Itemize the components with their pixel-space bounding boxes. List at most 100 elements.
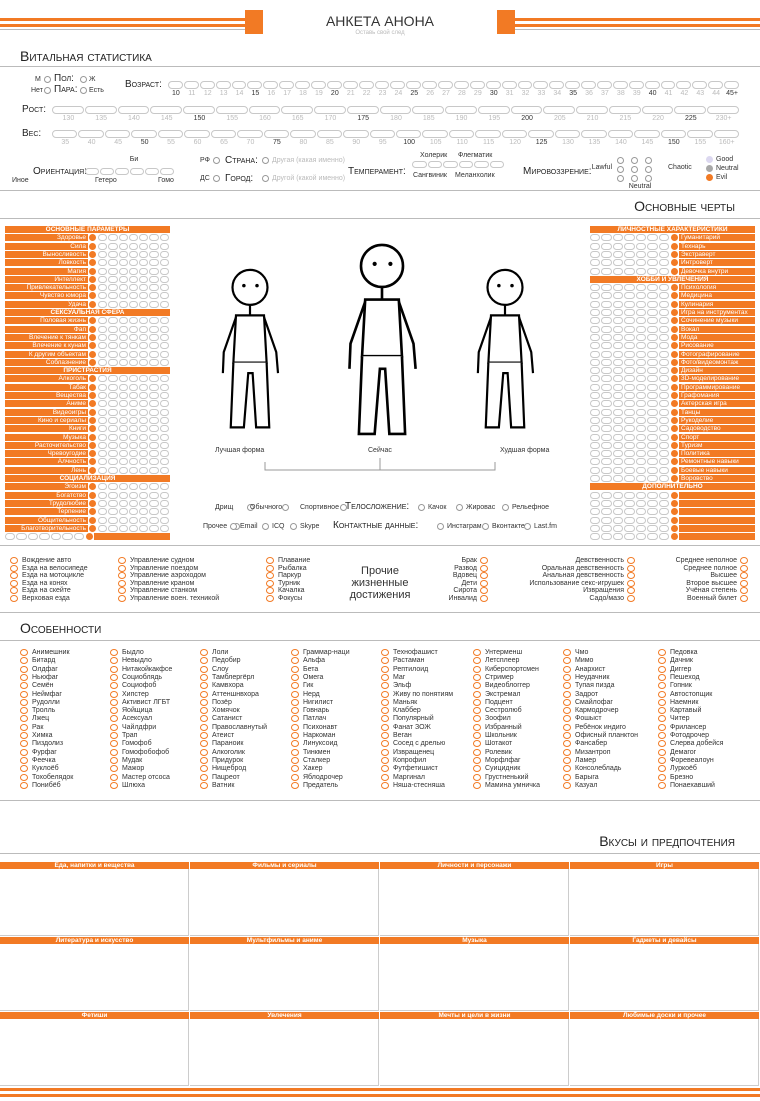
label: Алкоголик bbox=[212, 748, 245, 756]
scale-cell bbox=[601, 267, 612, 275]
label: Пара: bbox=[54, 84, 78, 95]
scale-cell bbox=[590, 292, 601, 300]
feature-icon bbox=[563, 756, 571, 764]
label: Инвалид bbox=[448, 595, 477, 602]
trait-icon bbox=[671, 491, 678, 499]
scale-cell bbox=[128, 483, 139, 491]
scale-cell bbox=[98, 234, 108, 242]
feature-icon bbox=[110, 649, 118, 656]
scale-tick: 14 bbox=[235, 90, 244, 97]
scale-cell bbox=[139, 292, 149, 300]
scale-cell bbox=[149, 259, 159, 267]
scale-tick: 17 bbox=[283, 90, 292, 97]
scale-cell bbox=[149, 325, 159, 333]
scale-cell bbox=[658, 325, 669, 333]
option-circle bbox=[262, 157, 269, 164]
trait-icon bbox=[671, 383, 678, 391]
scale-cell bbox=[647, 508, 658, 516]
feature-icon bbox=[658, 765, 666, 773]
label: Управление станком bbox=[130, 587, 198, 595]
trait-label: Эгоизм bbox=[5, 483, 88, 491]
scale-cell bbox=[658, 309, 669, 316]
scale-tick: 11 bbox=[188, 90, 196, 97]
scale-cell bbox=[62, 533, 73, 541]
scale-cell bbox=[635, 358, 647, 366]
trait-label: Рукоделие bbox=[679, 416, 755, 424]
label: Плавание bbox=[278, 557, 311, 564]
scale-cell bbox=[647, 416, 658, 424]
option-circle bbox=[44, 76, 51, 83]
scale-cell bbox=[149, 267, 159, 275]
scale-cell bbox=[624, 259, 635, 267]
group-header: ПРИСТРАСТИЯ bbox=[5, 367, 170, 375]
label: Задрот bbox=[575, 690, 599, 698]
scale-cell bbox=[612, 250, 624, 258]
scale-cell bbox=[108, 284, 118, 292]
scale-cell bbox=[139, 408, 149, 416]
scale-cell bbox=[601, 284, 612, 292]
scale-cell bbox=[128, 250, 139, 258]
scale-cell bbox=[117, 106, 150, 114]
scale-cell bbox=[647, 533, 658, 541]
scale-cell bbox=[647, 499, 658, 507]
trait-label: Боевые навыки bbox=[679, 466, 755, 474]
group-header: ОСНОВНЫЕ ПАРАМЕТРЫ bbox=[5, 226, 170, 233]
feature-icon bbox=[200, 756, 208, 764]
scale-cell bbox=[624, 475, 635, 482]
scale-cell bbox=[149, 441, 159, 449]
taste-header: Еда, напитки и вещества bbox=[0, 862, 189, 869]
scale-cell bbox=[98, 342, 108, 350]
label: Гомофоб bbox=[122, 740, 152, 748]
trait-label: Технарь bbox=[679, 242, 755, 250]
scale-cell bbox=[108, 325, 118, 333]
scale-cell bbox=[635, 433, 647, 441]
trait-label: Чувство юмора bbox=[5, 292, 88, 300]
label: Сатанист bbox=[212, 715, 243, 723]
divider bbox=[0, 218, 760, 219]
label: Шлюха bbox=[122, 781, 145, 789]
scale-cell bbox=[624, 267, 635, 275]
scale-cell bbox=[98, 325, 108, 333]
trait-icon bbox=[671, 508, 678, 516]
taste-header: Игры bbox=[570, 862, 759, 869]
label: Битард bbox=[32, 657, 56, 665]
scale-cell bbox=[445, 106, 477, 114]
scale-cell bbox=[624, 234, 635, 242]
achievement-icon bbox=[266, 579, 274, 587]
label: Сирота bbox=[453, 587, 477, 595]
scale-cell bbox=[658, 441, 669, 449]
scale-tick: 34 bbox=[553, 90, 562, 97]
scale-cell bbox=[128, 491, 139, 499]
scale-cell bbox=[139, 250, 149, 258]
scale-cell bbox=[612, 499, 624, 507]
scale-cell bbox=[149, 425, 159, 433]
scale-cell bbox=[635, 234, 647, 242]
scale-cell bbox=[159, 491, 169, 499]
scale-cell bbox=[108, 250, 118, 258]
scale-cell bbox=[118, 267, 128, 275]
trait-icon bbox=[89, 400, 96, 408]
scale-cell bbox=[108, 383, 118, 391]
scale-cell bbox=[658, 491, 669, 499]
label: Понаехавший bbox=[670, 781, 715, 789]
scale-cell bbox=[108, 300, 118, 308]
feature-icon bbox=[658, 781, 666, 789]
scale-cell bbox=[647, 383, 658, 391]
scale-cell bbox=[128, 425, 139, 433]
taste-header: Мультфильмы и аниме bbox=[190, 937, 379, 944]
trait-icon bbox=[89, 267, 96, 275]
scale-cell bbox=[149, 358, 159, 366]
scale-cell bbox=[590, 375, 601, 383]
trait-icon bbox=[89, 441, 96, 449]
scale-cell bbox=[565, 81, 581, 89]
scale-cell bbox=[118, 416, 128, 424]
feature-icon bbox=[20, 665, 28, 673]
trait-label: Сила bbox=[5, 242, 88, 250]
label: Ньюфаг bbox=[32, 673, 59, 681]
scale-cell bbox=[98, 508, 108, 516]
scale-cell bbox=[647, 441, 658, 449]
scale-cell bbox=[98, 392, 108, 399]
label: Феечка bbox=[32, 756, 56, 764]
scale-cell bbox=[128, 450, 139, 458]
trait-icon bbox=[671, 441, 678, 449]
